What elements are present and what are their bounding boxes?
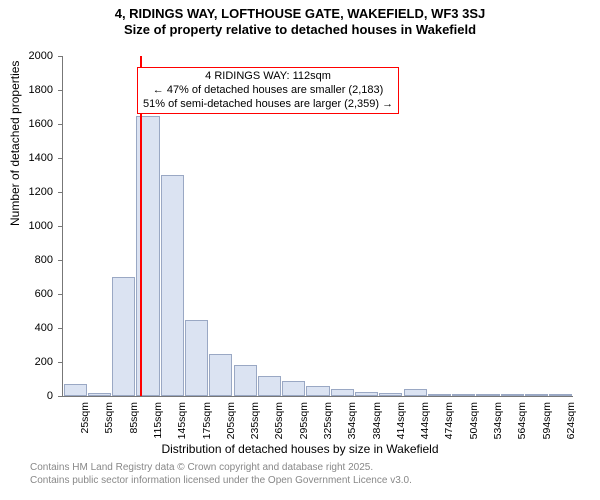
attribution-line1: Contains HM Land Registry data © Crown c… [30, 462, 373, 475]
ytick [58, 90, 63, 91]
ytick-label: 200 [13, 356, 53, 368]
ytick [58, 294, 63, 295]
bar [331, 389, 354, 396]
ytick-label: 800 [13, 254, 53, 266]
annotation-line1: 4 RIDINGS WAY: 112sqm [143, 70, 393, 84]
xtick-label: 325sqm [322, 402, 334, 439]
ytick [58, 158, 63, 159]
x-axis-label: Distribution of detached houses by size … [0, 442, 600, 456]
plot-area: 020040060080010001200140016001800200025s… [62, 56, 573, 397]
bar [209, 354, 232, 397]
xtick-label: 354sqm [346, 402, 358, 439]
ytick-label: 1200 [13, 186, 53, 198]
chart-title: 4, RIDINGS WAY, LOFTHOUSE GATE, WAKEFIEL… [0, 0, 600, 39]
xtick-label: 594sqm [541, 402, 553, 439]
bar [476, 394, 499, 396]
bar [282, 381, 305, 396]
bar [501, 394, 524, 396]
ytick-label: 600 [13, 288, 53, 300]
bar [355, 392, 378, 396]
ytick [58, 56, 63, 57]
title-line1: 4, RIDINGS WAY, LOFTHOUSE GATE, WAKEFIEL… [0, 6, 600, 22]
attribution-line2: Contains public sector information licen… [30, 475, 412, 488]
ytick-label: 1000 [13, 220, 53, 232]
bar [64, 384, 87, 396]
xtick-label: 115sqm [152, 402, 164, 439]
xtick-label: 145sqm [176, 402, 188, 439]
bar [428, 394, 451, 396]
xtick-label: 175sqm [201, 402, 213, 439]
ytick [58, 260, 63, 261]
xtick-label: 624sqm [565, 402, 577, 439]
annotation-line2: ← 47% of detached houses are smaller (2,… [143, 84, 393, 98]
xtick-label: 265sqm [273, 402, 285, 439]
ytick-label: 1800 [13, 84, 53, 96]
ytick-label: 1600 [13, 118, 53, 130]
xtick-label: 534sqm [492, 402, 504, 439]
xtick-label: 205sqm [225, 402, 237, 439]
chart-container: 4, RIDINGS WAY, LOFTHOUSE GATE, WAKEFIEL… [0, 0, 600, 500]
bar [234, 365, 257, 396]
bar [88, 393, 111, 396]
ytick [58, 328, 63, 329]
xtick-label: 55sqm [103, 402, 115, 434]
ytick-label: 2000 [13, 50, 53, 62]
xtick-label: 504sqm [468, 402, 480, 439]
bar [549, 394, 572, 396]
xtick-label: 564sqm [516, 402, 528, 439]
ytick [58, 396, 63, 397]
xtick-label: 235sqm [249, 402, 261, 439]
ytick [58, 226, 63, 227]
annotation-line3: 51% of semi-detached houses are larger (… [143, 98, 393, 112]
xtick-label: 474sqm [443, 402, 455, 439]
xtick-label: 414sqm [395, 402, 407, 439]
bar [161, 175, 184, 396]
xtick-label: 295sqm [298, 402, 310, 439]
title-line2: Size of property relative to detached ho… [0, 22, 600, 38]
annotation-box: 4 RIDINGS WAY: 112sqm← 47% of detached h… [137, 67, 399, 114]
ytick [58, 124, 63, 125]
bar [185, 320, 208, 397]
xtick-label: 444sqm [419, 402, 431, 439]
bar [525, 394, 548, 396]
bar [404, 389, 427, 396]
xtick-label: 25sqm [79, 402, 91, 434]
ytick-label: 0 [13, 390, 53, 402]
bar [452, 394, 475, 396]
bar [258, 376, 281, 396]
ytick-label: 1400 [13, 152, 53, 164]
ytick [58, 192, 63, 193]
bar [306, 386, 329, 396]
xtick-label: 85sqm [128, 402, 140, 434]
ytick [58, 362, 63, 363]
xtick-label: 384sqm [371, 402, 383, 439]
ytick-label: 400 [13, 322, 53, 334]
bar [379, 393, 402, 396]
bar [112, 277, 135, 396]
